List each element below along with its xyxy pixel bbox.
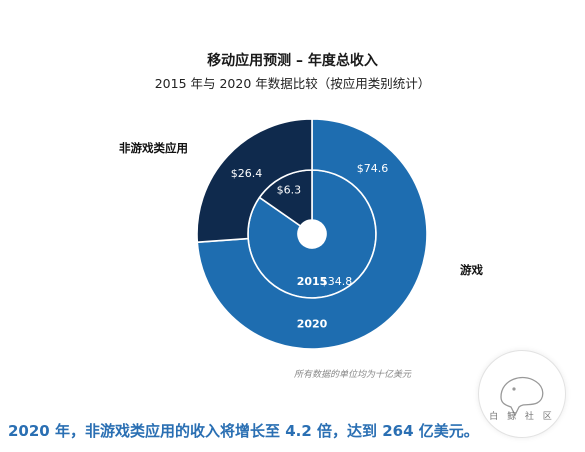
donut-center-hole bbox=[300, 222, 324, 246]
headline-text: 2020 年，非游戏类应用的收入将增长至 4.2 倍，达到 264 亿美元。 bbox=[8, 422, 479, 440]
value-label-2015-non-game: $6.3 bbox=[277, 184, 302, 197]
ring-label-2020: 2020 bbox=[297, 318, 328, 331]
whale-logo-icon bbox=[500, 376, 544, 417]
chart-subtitle: 2015 年与 2020 年数据比较（按应用类别统计） bbox=[154, 76, 431, 91]
ring-label-2015: 2015 bbox=[297, 275, 328, 288]
unit-note: 所有数据的单位均为十亿美元 bbox=[294, 370, 412, 380]
watermark-text: 白 鲸 社 区 bbox=[489, 412, 555, 422]
non-game-category-label: 非游戏类应用 bbox=[119, 141, 188, 155]
value-label-2020-non-game: $26.4 bbox=[231, 167, 263, 180]
slice-2020-game bbox=[196, 118, 428, 350]
slice-2020-non-game bbox=[196, 118, 313, 244]
chart-title: 移动应用预测 – 年度总收入 bbox=[207, 53, 378, 69]
value-label-2020-game: $74.6 bbox=[357, 162, 389, 175]
value-label-2015-game: $34.8 bbox=[321, 275, 353, 288]
game-category-label: 游戏 bbox=[460, 263, 483, 277]
watermark-badge: 白 鲸 社 区 bbox=[478, 350, 566, 438]
